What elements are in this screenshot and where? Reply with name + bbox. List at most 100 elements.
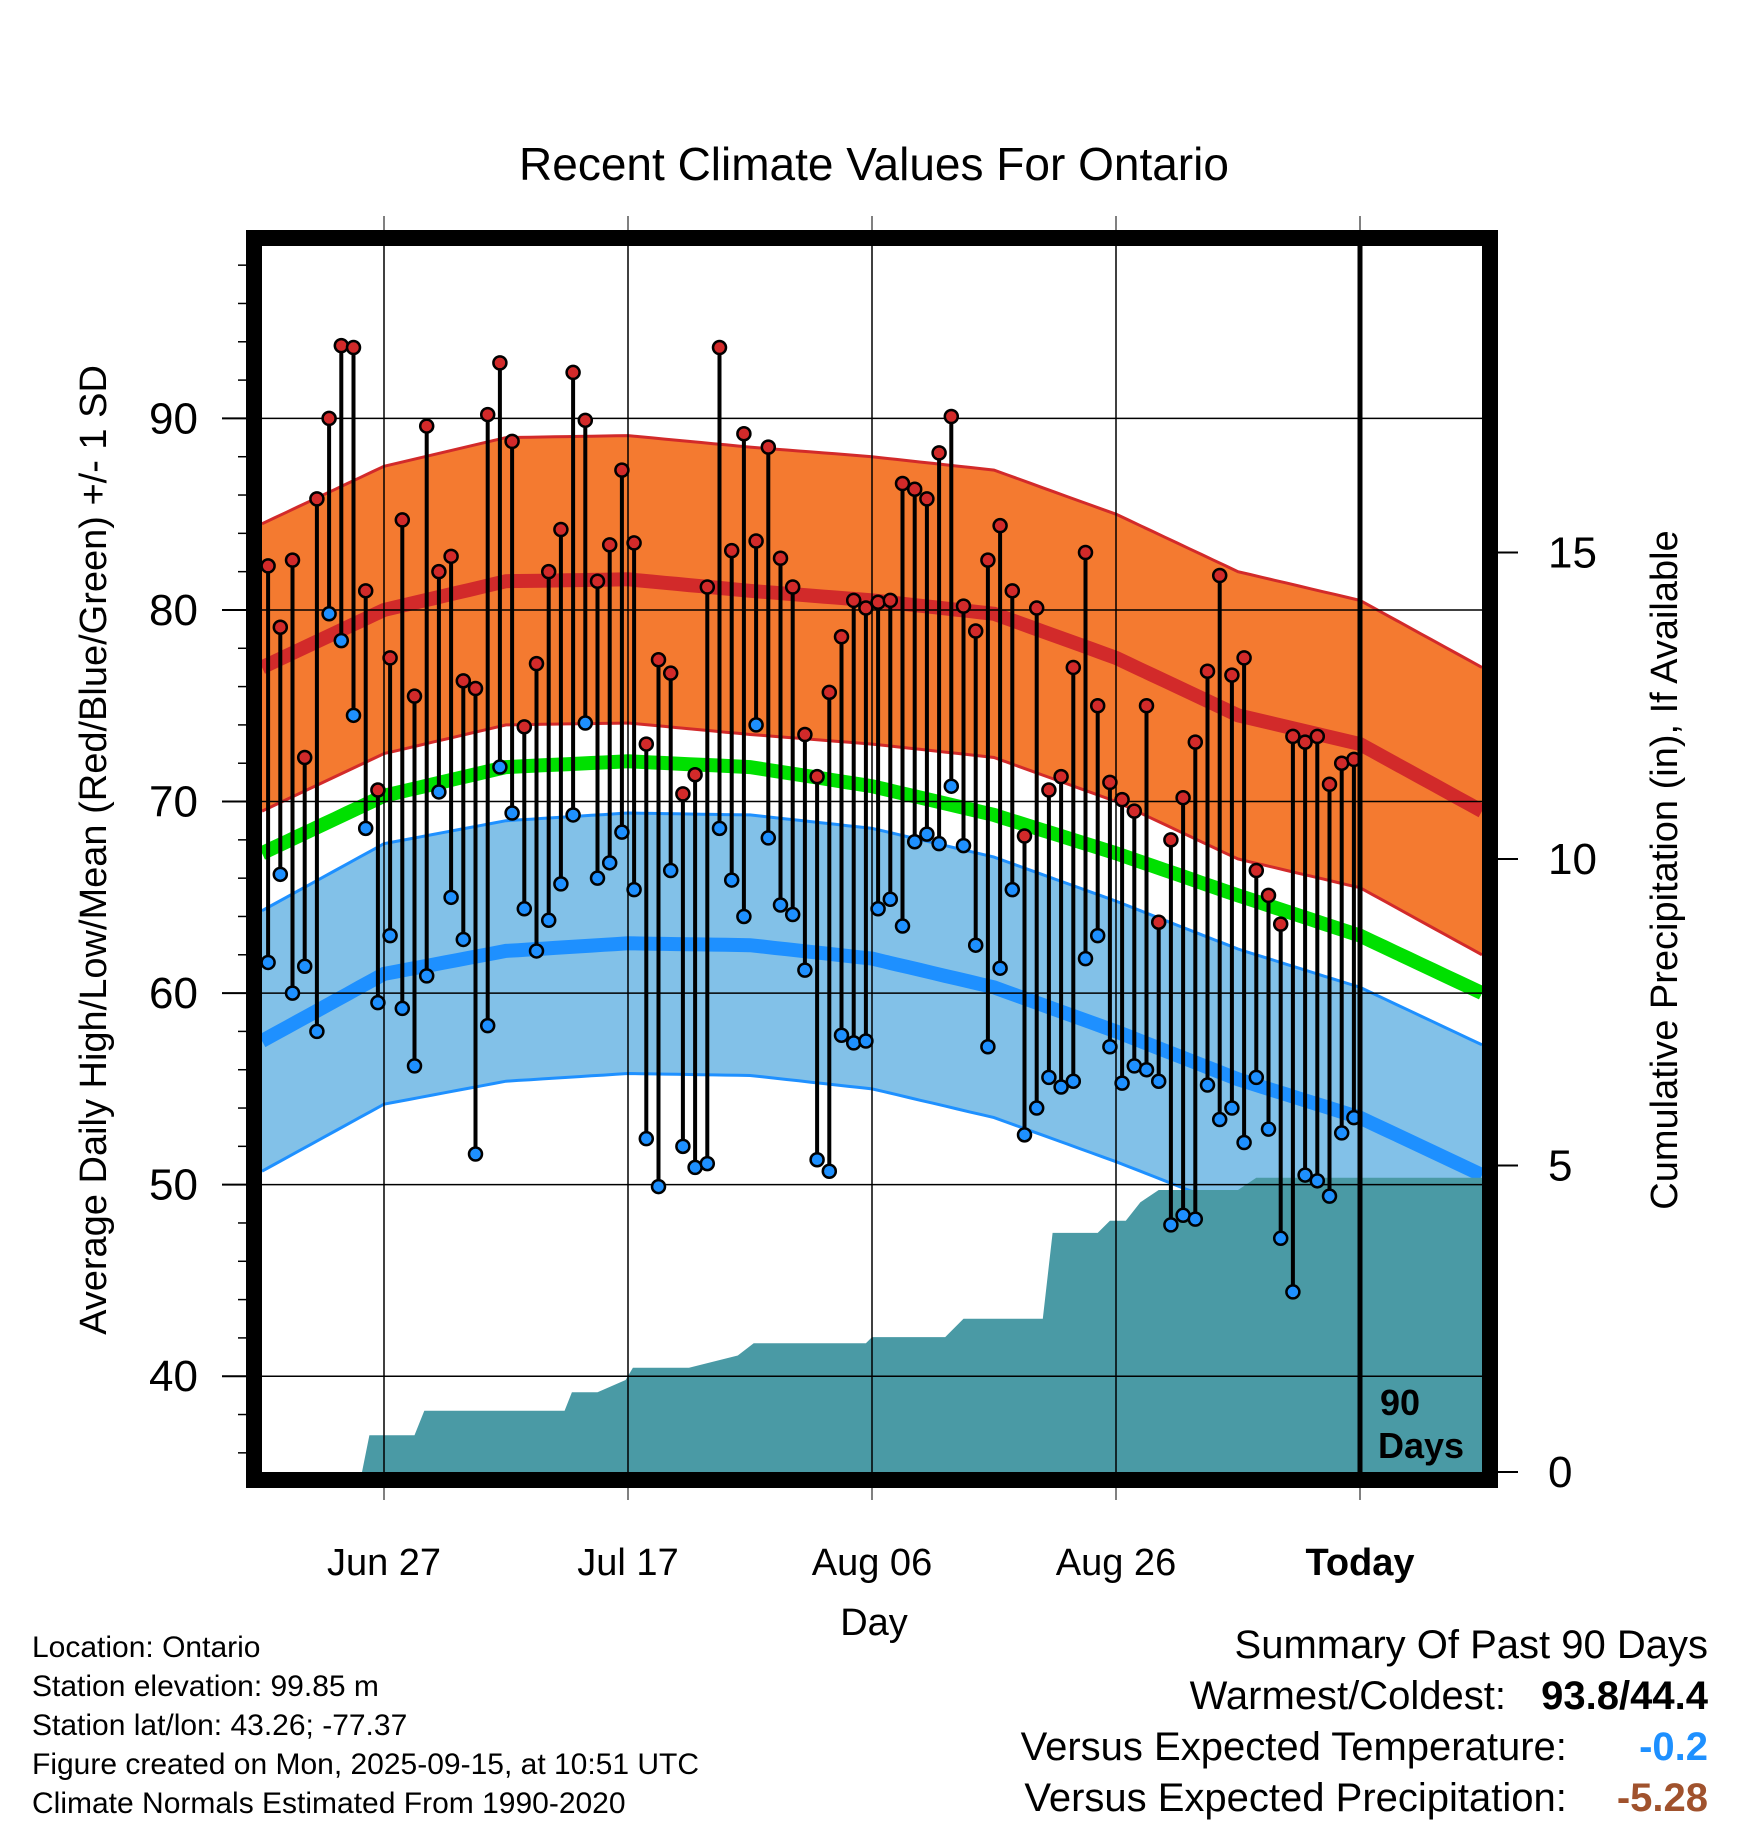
daily-high-point [1224,667,1240,683]
daily-low-point [357,820,374,837]
daily-high-point [760,439,777,455]
daily-high-point [284,552,301,568]
daily-low-point [833,1027,850,1043]
daily-low-point [382,927,398,944]
daily-low-point [992,960,1008,976]
y-tick-label: 70 [149,778,198,827]
daily-low-point [1053,1079,1069,1095]
daily-high-point [504,433,520,450]
daily-high-point [431,563,447,580]
daily-low-point [1309,1173,1326,1189]
daily-low-point [577,715,594,731]
normals-text: Climate Normals Estimated From 1990-2020 [32,1787,626,1820]
chart-title: Recent Climate Values For Ontario [519,138,1229,190]
daily-low-point [1028,1100,1045,1116]
daily-low-point [980,1038,996,1055]
daily-low-point [492,759,508,775]
daily-low-point [906,834,923,850]
daily-high-point [858,600,874,616]
daily-high-point [589,573,606,589]
daily-high-point [638,736,655,752]
y2-axis-label: Cumulative Precipitation (in), If Availa… [1644,530,1686,1209]
cumulative-precip-area [262,1177,1482,1472]
daily-high-point [1187,734,1204,750]
daily-low-point [943,778,960,794]
daily-low-point [284,985,301,1001]
daily-high-point [1004,583,1021,599]
daily-low-point [296,958,313,975]
warm-cold-value: 93.8/44.4 [1541,1671,1708,1722]
daily-high-point [919,491,935,507]
daily-low-point [321,606,337,622]
daily-high-point [262,558,276,574]
y-axis-label: Average Daily High/Low/Mean (Red/Blue/Gr… [73,365,115,1335]
daily-high-point [1285,728,1301,745]
daily-high-point [748,533,764,549]
daily-high-point [1028,600,1045,616]
daily-low-point [748,717,764,733]
daily-low-point [1321,1188,1338,1204]
y-tick-label: 50 [149,1161,198,1210]
daily-low-point [711,820,728,837]
warm-cold-separator: / [1619,1674,1631,1718]
daily-high-point [1065,659,1082,676]
daily-low-point [675,1138,691,1155]
daily-low-point [882,891,899,907]
daily-low-point [662,862,679,879]
x-tick-label: Aug 06 [812,1542,932,1584]
coldest-value: 44.4 [1630,1674,1708,1718]
daily-low-point [1260,1121,1277,1137]
daily-high-point [1199,663,1216,680]
daily-low-point [467,1146,484,1162]
daily-high-point [1126,803,1143,819]
daily-high-point [882,592,899,609]
daily-high-point [1236,650,1252,666]
daily-low-point [1077,950,1094,967]
daily-high-point [1163,832,1179,848]
precip-row: Versus Expected Precipitation: -5.28 [1021,1773,1708,1824]
daily-high-point [370,782,386,798]
daily-high-point [601,537,618,553]
daily-low-point [1224,1100,1240,1116]
daily-low-point [516,901,533,917]
warmest-value: 93.8 [1541,1674,1620,1718]
daily-high-point [931,445,947,461]
daily-low-point [1211,1111,1228,1128]
daily-low-point [1150,1073,1167,1089]
daily-low-point [443,889,459,906]
daily-high-point [577,412,594,429]
plot-frame [246,230,1498,1488]
daily-high-point [809,768,825,785]
y-tick-label: 90 [149,394,198,443]
daily-high-point [516,719,533,735]
daily-low-point [1199,1077,1216,1093]
x-tick-label: Jun 27 [327,1542,441,1584]
y-tick-label: 80 [149,586,198,635]
daily-high-point [980,552,996,568]
daily-low-point [1041,1069,1057,1086]
daily-high-point [1321,776,1338,793]
daily-low-point [1236,1134,1252,1151]
daily-low-point [455,931,472,948]
daily-high-point [1138,698,1155,714]
daily-high-point [540,563,557,580]
daily-low-point [931,835,947,852]
daily-low-point [1102,1038,1118,1055]
daily-high-point [1248,862,1265,879]
daily-high-point [1016,828,1033,844]
y2-tick-label: 5 [1548,1142,1572,1191]
daily-low-point [553,876,569,892]
daily-high-point [870,594,886,611]
daily-high-point [1077,544,1094,561]
daily-low-point [601,855,618,871]
daily-high-point [967,623,984,639]
daily-low-point [1187,1211,1204,1227]
y2-tick-label: 15 [1548,529,1597,578]
daily-high-point [992,517,1008,534]
daily-low-point [1297,1167,1313,1183]
daily-high-point [821,684,838,701]
y2-tick-label: 0 [1548,1448,1572,1497]
daily-high-point [382,650,398,666]
daily-low-point [431,784,447,800]
